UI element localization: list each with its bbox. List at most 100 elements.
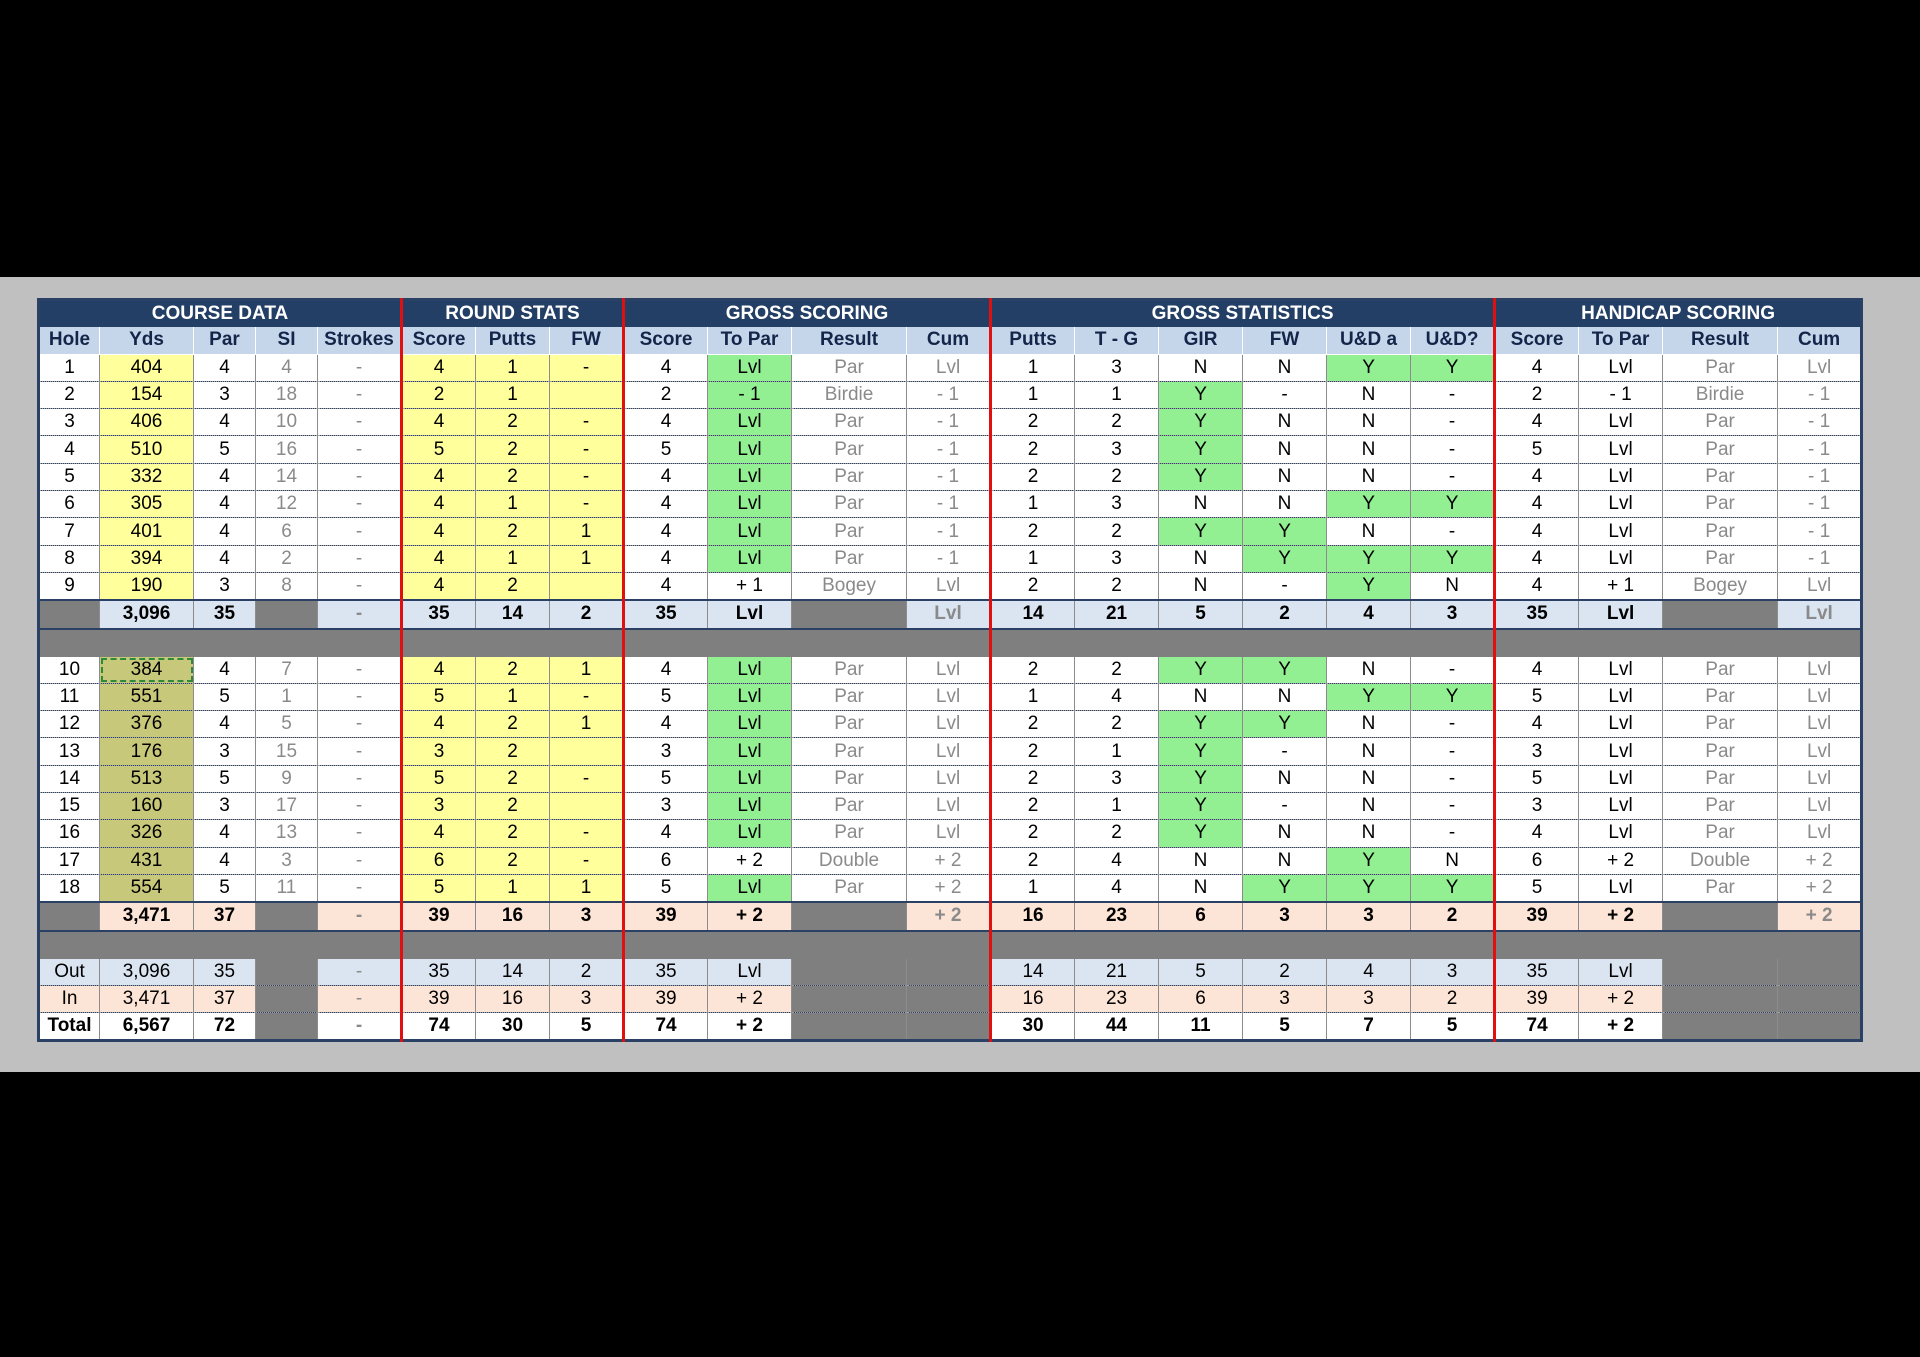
cell-si[interactable]: 13 [255,819,318,848]
cell-fw[interactable]: 1 [549,710,626,739]
cell-par[interactable]: 3 [193,381,256,410]
cell-putts[interactable]: 2 [475,408,550,437]
cell-score[interactable]: 5 [401,765,476,794]
cell-strokes[interactable]: - [317,737,403,766]
cell-si[interactable]: 6 [255,517,318,546]
cell-score[interactable]: 6 [401,847,476,875]
cell-fw[interactable]: - [549,463,626,492]
cell-strokes[interactable]: - [317,572,403,601]
cell-putts[interactable]: 1 [475,490,550,519]
cell-par[interactable]: 4 [193,819,256,848]
cell-strokes[interactable]: - [317,765,403,794]
cell-si[interactable]: 1 [255,683,318,712]
cell-si[interactable]: 8 [255,572,318,601]
cell-par[interactable]: 4 [193,354,256,382]
cell-par[interactable]: 4 [193,408,256,437]
cell-putts[interactable]: 2 [475,517,550,546]
cell-par[interactable]: 5 [193,683,256,712]
cell-si[interactable]: 16 [255,435,318,464]
cell-score[interactable]: 4 [401,517,476,546]
cell-strokes[interactable]: - [317,792,403,821]
cell-putts[interactable]: 2 [475,737,550,766]
cell-par[interactable]: 4 [193,847,256,875]
cell-putts[interactable]: 2 [475,847,550,875]
cell-yds[interactable]: 401 [99,517,194,546]
cell-yds[interactable]: 510 [99,435,194,464]
cell-par[interactable]: 4 [193,545,256,573]
cell-par[interactable]: 4 [193,656,256,684]
cell-par[interactable]: 4 [193,463,256,492]
cell-par[interactable]: 5 [193,874,256,903]
cell-par[interactable]: 3 [193,792,256,821]
cell-si[interactable]: 4 [255,354,318,382]
cell-yds[interactable]: 160 [99,792,194,821]
cell-yds[interactable]: 305 [99,490,194,519]
cell-strokes[interactable]: - [317,408,403,437]
cell-yds[interactable]: 326 [99,819,194,848]
cell-si[interactable]: 9 [255,765,318,794]
cell-putts[interactable]: 2 [475,435,550,464]
cell-score[interactable]: 5 [401,874,476,903]
cell-score[interactable]: 4 [401,463,476,492]
cell-yds[interactable]: 376 [99,710,194,739]
cell-strokes[interactable]: - [317,517,403,546]
cell-strokes[interactable]: - [317,847,403,875]
cell-fw[interactable]: 1 [549,656,626,684]
cell-score[interactable]: 5 [401,435,476,464]
cell-score[interactable]: 4 [401,408,476,437]
cell-par[interactable]: 4 [193,490,256,519]
cell-putts[interactable]: 2 [475,765,550,794]
cell-fw[interactable] [549,792,626,821]
cell-putts[interactable]: 2 [475,710,550,739]
cell-score[interactable]: 4 [401,354,476,382]
cell-yds[interactable]: 394 [99,545,194,573]
cell-fw[interactable]: 1 [549,517,626,546]
cell-fw[interactable]: 1 [549,545,626,573]
cell-strokes[interactable]: - [317,683,403,712]
cell-si[interactable]: 3 [255,847,318,875]
cell-putts[interactable]: 2 [475,463,550,492]
cell-si[interactable]: 17 [255,792,318,821]
cell-yds[interactable]: 190 [99,572,194,601]
cell-score[interactable]: 4 [401,656,476,684]
cell-par[interactable]: 5 [193,765,256,794]
cell-score[interactable]: 4 [401,545,476,573]
cell-si[interactable]: 5 [255,710,318,739]
cell-si[interactable]: 10 [255,408,318,437]
cell-si[interactable]: 14 [255,463,318,492]
cell-si[interactable]: 7 [255,656,318,684]
cell-strokes[interactable]: - [317,381,403,410]
cell-fw[interactable]: - [549,408,626,437]
cell-yds[interactable]: 404 [99,354,194,382]
cell-score[interactable]: 2 [401,381,476,410]
cell-fw[interactable]: - [549,435,626,464]
cell-fw[interactable]: - [549,765,626,794]
cell-putts[interactable]: 2 [475,819,550,848]
cell-score[interactable]: 3 [401,792,476,821]
cell-score[interactable]: 4 [401,572,476,601]
cell-strokes[interactable]: - [317,656,403,684]
cell-yds[interactable]: 406 [99,408,194,437]
cell-putts[interactable]: 2 [475,656,550,684]
cell-si[interactable]: 11 [255,874,318,903]
cell-par[interactable]: 4 [193,517,256,546]
cell-putts[interactable]: 1 [475,545,550,573]
cell-yds[interactable]: 554 [99,874,194,903]
cell-score[interactable]: 3 [401,737,476,766]
cell-fw[interactable]: - [549,819,626,848]
cell-strokes[interactable]: - [317,710,403,739]
cell-score[interactable]: 4 [401,819,476,848]
cell-strokes[interactable]: - [317,354,403,382]
cell-si[interactable]: 15 [255,737,318,766]
cell-fw[interactable] [549,572,626,601]
cell-score[interactable]: 4 [401,490,476,519]
cell-par[interactable]: 4 [193,710,256,739]
cell-score[interactable]: 5 [401,683,476,712]
cell-putts[interactable]: 1 [475,381,550,410]
cell-strokes[interactable]: - [317,545,403,573]
cell-fw[interactable]: - [549,354,626,382]
cell-si[interactable]: 2 [255,545,318,573]
cell-fw[interactable]: - [549,490,626,519]
cell-yds[interactable]: 332 [99,463,194,492]
cell-strokes[interactable]: - [317,874,403,903]
